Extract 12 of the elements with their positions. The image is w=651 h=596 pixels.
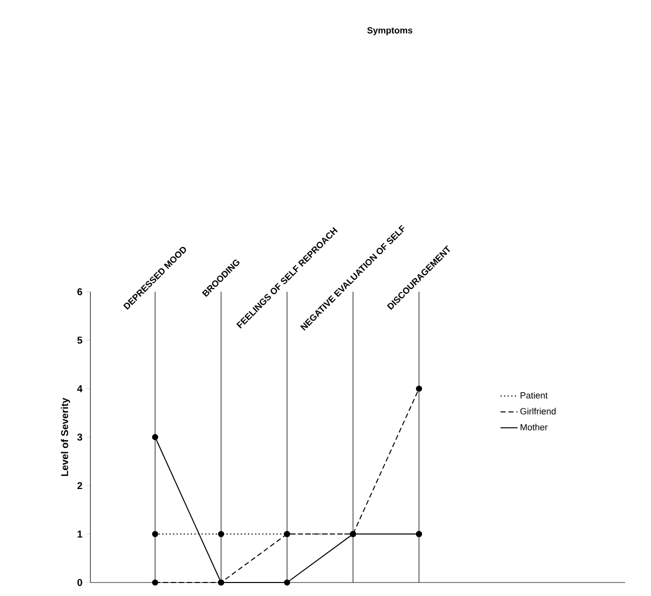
y-tick-label: 6 [77,288,82,296]
legend-label: Mother [520,424,548,430]
y-tick-label: 3 [77,433,82,440]
y-tick-label: 0 [77,578,82,586]
y-tick-label: 4 [77,385,82,392]
y-tick-label: 1 [78,530,82,538]
y-axis-title: Level of Severity [60,398,70,476]
y-tick-label: 5 [77,336,82,344]
legend-label: Patient [520,392,548,398]
y-tick-label: 2 [77,482,82,489]
legend-label: Girlfriend [520,408,556,414]
chart-title: Symptoms [367,26,412,36]
